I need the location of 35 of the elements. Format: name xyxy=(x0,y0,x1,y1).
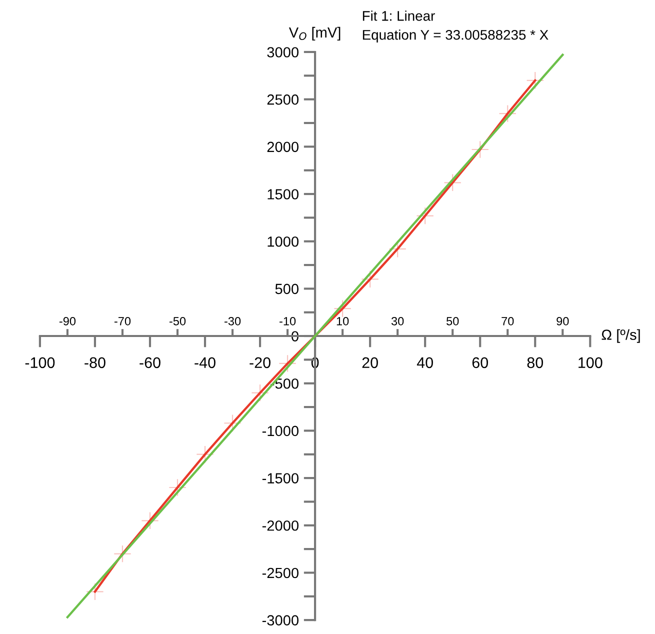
y-tick-label: 2000 xyxy=(267,142,299,152)
x2-tick-label: 10 xyxy=(336,316,349,326)
y-tick-label: -2500 xyxy=(262,568,299,578)
x2-tick-label: 70 xyxy=(502,316,514,326)
x-axis-title: Ω [º/s] xyxy=(602,329,640,343)
x-tick-label: 60 xyxy=(472,357,488,368)
x-tick-label: -60 xyxy=(140,357,160,368)
x2-tick-label: 50 xyxy=(446,316,459,326)
x-tick-label: 100 xyxy=(578,357,602,368)
x-tick-label: -40 xyxy=(194,357,216,368)
x2-tick-label: -10 xyxy=(280,316,296,326)
x2-tick-label: 90 xyxy=(556,316,569,326)
x-tick-label: 20 xyxy=(362,357,378,368)
y-axis-title: V$_{O}$ [mV] xyxy=(288,26,340,41)
y-tick-label: 1500 xyxy=(268,189,299,200)
x2-tick-label: 30 xyxy=(391,316,404,326)
text: Equation Y = 33.00588235 * X xyxy=(362,30,548,43)
x-tick-label: 80 xyxy=(527,357,544,368)
x-tick-label: -100 xyxy=(25,357,55,368)
x-tick-label: -80 xyxy=(84,357,106,368)
y-tick-label: 500 xyxy=(275,284,299,294)
x2-tick-label: -70 xyxy=(114,316,131,326)
y-tick-label: 2500 xyxy=(267,94,299,105)
x-tick-label: 40 xyxy=(416,357,433,368)
y-tick-label: -1500 xyxy=(262,473,299,484)
text: Fit 1: Linear xyxy=(362,10,435,21)
y-tick-label: -3000 xyxy=(262,615,299,626)
y-tick-label: -1000 xyxy=(262,426,299,436)
x2-tick-label: -90 xyxy=(59,316,76,326)
y-tick-label: -2000 xyxy=(262,520,299,531)
x-tick-label: -20 xyxy=(250,357,270,368)
y-tick-label: 3000 xyxy=(267,47,299,58)
y-tick-label: 1000 xyxy=(268,236,299,247)
x2-tick-label: -50 xyxy=(170,316,186,326)
x2-tick-label: -30 xyxy=(224,316,241,326)
